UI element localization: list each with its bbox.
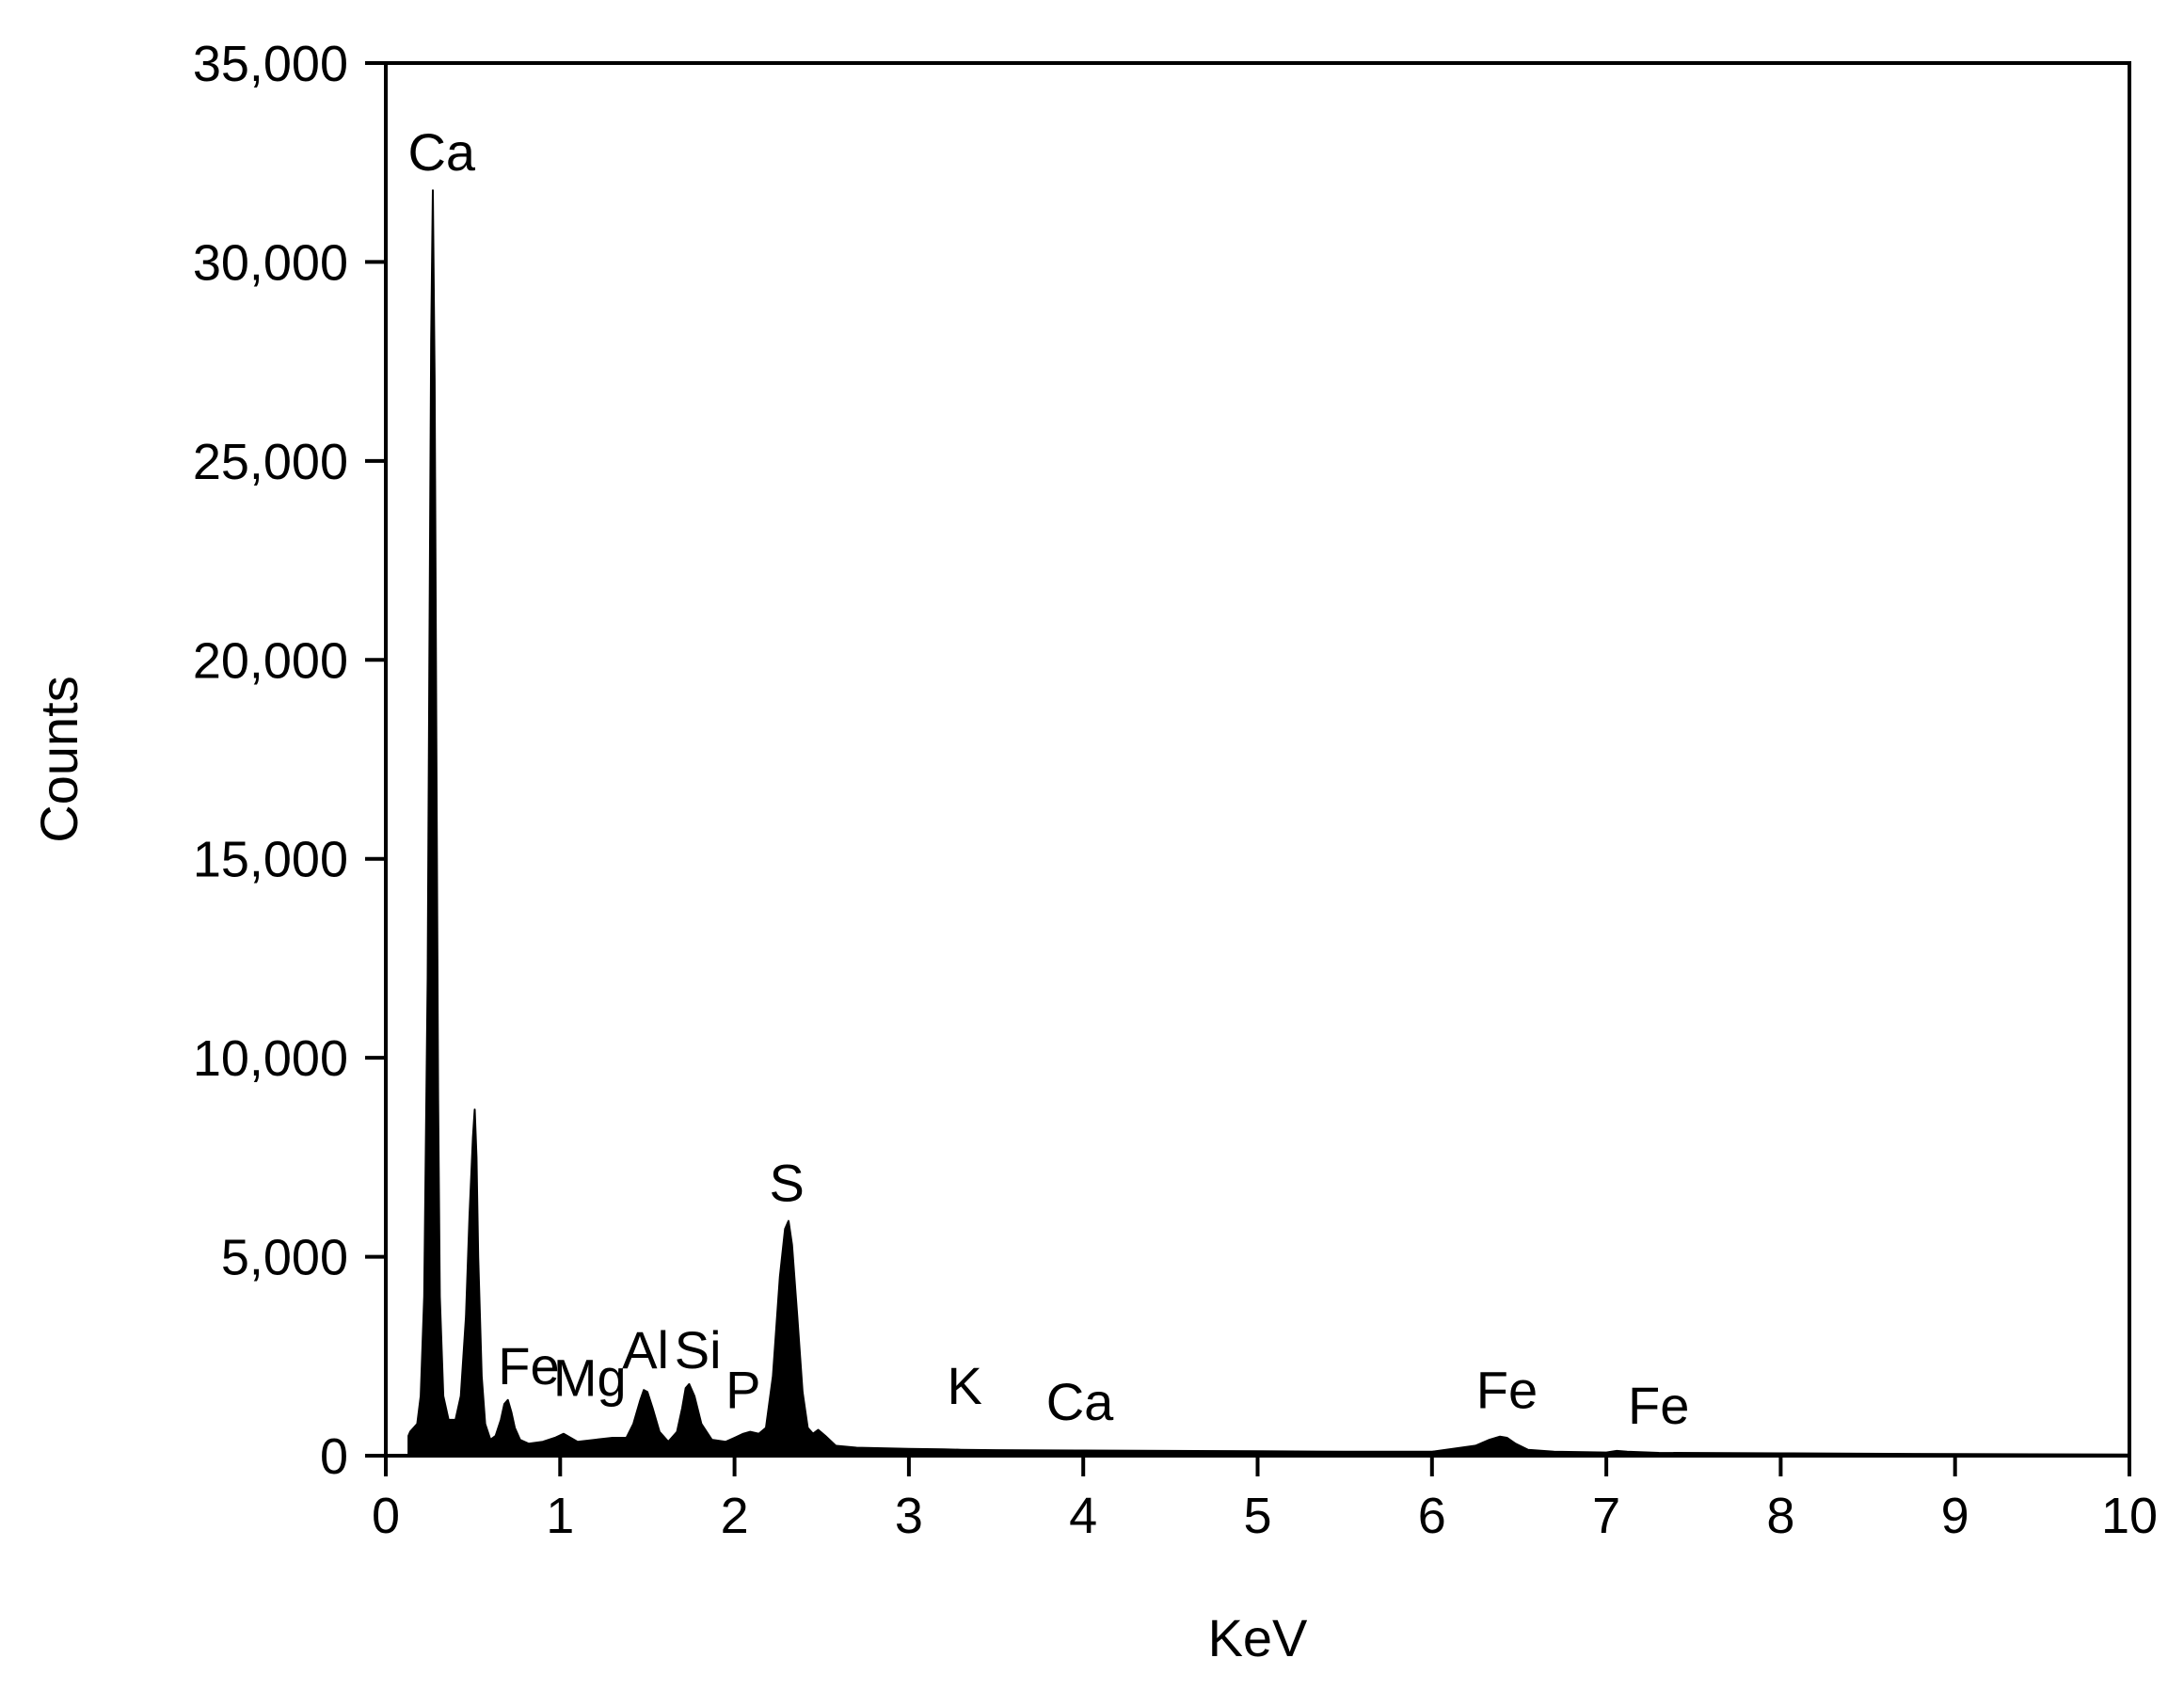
y-axis: 0 5,000 10,000 15,000 20,000 25,000 30,000 35,0… xyxy=(193,36,386,1485)
x-tick-label: 6 xyxy=(1418,1488,1446,1544)
peak-label: Fe xyxy=(1476,1360,1538,1419)
peak-label: Ca xyxy=(407,122,475,182)
peak-label: Ca xyxy=(1046,1372,1114,1431)
x-axis-title: KeV xyxy=(1208,1608,1308,1667)
x-tick-label: 1 xyxy=(546,1488,574,1544)
x-tick-label: 10 xyxy=(2101,1488,2158,1544)
y-tick-label: 5,000 xyxy=(221,1230,348,1286)
x-tick-label: 7 xyxy=(1592,1488,1620,1544)
peak-label: K xyxy=(948,1356,982,1415)
x-tick-label: 5 xyxy=(1243,1488,1271,1544)
y-tick-label: 30,000 xyxy=(193,234,348,291)
x-tick-label: 4 xyxy=(1069,1488,1097,1544)
y-tick-label: 15,000 xyxy=(193,832,348,888)
y-tick-label: 35,000 xyxy=(193,36,348,92)
x-tick-label: 0 xyxy=(372,1488,400,1544)
x-tick-label: 3 xyxy=(895,1488,923,1544)
spectrum-area xyxy=(407,189,2130,1457)
plot-area xyxy=(407,189,2130,1457)
peak-label: Fe xyxy=(1628,1376,1689,1435)
x-tick-label: 9 xyxy=(1941,1488,1969,1544)
y-axis-title: Counts xyxy=(29,676,88,842)
peak-label: S xyxy=(770,1153,805,1212)
y-tick-label: 25,000 xyxy=(193,434,348,490)
y-tick-label: 10,000 xyxy=(193,1030,348,1087)
x-tick-label: 8 xyxy=(1766,1488,1794,1544)
peak-label: Fe xyxy=(498,1336,559,1395)
y-tick-label: 0 xyxy=(320,1428,348,1485)
peak-label: Al xyxy=(622,1320,669,1379)
x-axis: 0 1 2 3 4 5 6 7 8 9 10 xyxy=(372,1456,2158,1544)
peak-label: Mg xyxy=(553,1348,627,1408)
x-tick-label: 2 xyxy=(721,1488,749,1544)
y-tick-label: 20,000 xyxy=(193,632,348,689)
peak-label: P xyxy=(725,1360,760,1419)
peak-label: Si xyxy=(675,1320,722,1379)
